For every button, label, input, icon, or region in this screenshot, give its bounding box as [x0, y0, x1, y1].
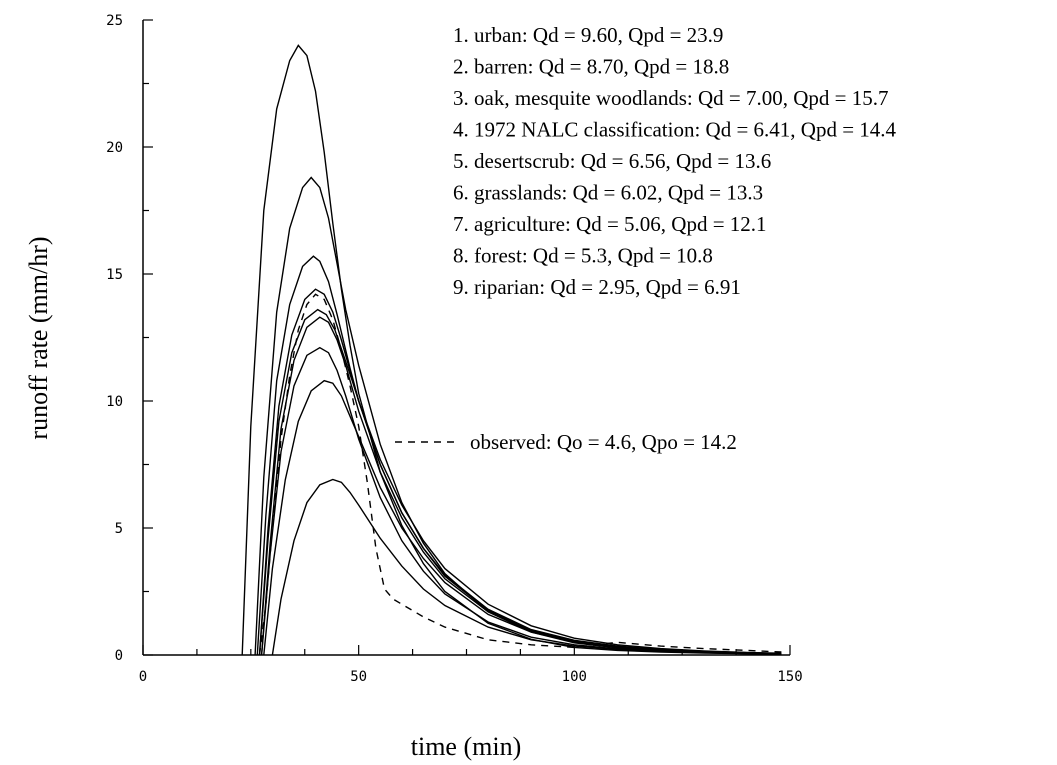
- y-axis-title: runoff rate (mm/hr): [24, 236, 53, 439]
- series-line-3: [256, 255, 782, 656]
- legend-entry-3: 3. oak, mesquite woodlands: Qd = 7.00, Q…: [453, 86, 888, 110]
- series-line-2: [254, 176, 782, 656]
- legend-entry-1: 1. urban: Qd = 9.60, Qpd = 23.9: [453, 23, 723, 47]
- y-tick-label: 5: [115, 521, 123, 537]
- x-tick-label: 0: [139, 669, 147, 685]
- y-tick-label: 15: [106, 267, 123, 283]
- legend-entry-9: 9. riparian: Qd = 2.95, Qpd = 6.91: [453, 275, 741, 299]
- series-line-6: [260, 316, 782, 656]
- legend-entry-5: 5. desertscrub: Qd = 6.56, Qpd = 13.6: [453, 149, 771, 173]
- series-line-5: [258, 308, 782, 656]
- series-line-1: [241, 44, 782, 656]
- legend-entry-2: 2. barren: Qd = 8.70, Qpd = 18.8: [453, 55, 729, 79]
- x-axis-title: time (min): [411, 732, 521, 761]
- x-tick-label: 100: [562, 669, 587, 685]
- series-line-observed: [258, 293, 782, 656]
- series-line-9: [271, 478, 782, 656]
- x-tick-label: 150: [777, 669, 802, 685]
- legend-entry-6: 6. grasslands: Qd = 6.02, Qpd = 13.3: [453, 181, 763, 205]
- series-line-8: [263, 379, 782, 656]
- legend-entry-8: 8. forest: Qd = 5.3, Qpd = 10.8: [453, 244, 713, 268]
- x-tick-label: 50: [350, 669, 367, 685]
- legend-entry-4: 4. 1972 NALC classification: Qd = 6.41, …: [453, 118, 897, 142]
- legend-entry-7: 7. agriculture: Qd = 5.06, Qpd = 12.1: [453, 212, 767, 236]
- legend: 1. urban: Qd = 9.60, Qpd = 23.9 2. barren…: [395, 23, 897, 454]
- y-tick-label: 0: [115, 648, 123, 664]
- y-tick-label: 20: [106, 140, 123, 156]
- series-layer: [241, 44, 782, 656]
- y-tick-label: 25: [106, 13, 123, 29]
- legend-entry-observed: observed: Qo = 4.6, Qpo = 14.2: [470, 430, 737, 454]
- y-tick-label: 10: [106, 394, 123, 410]
